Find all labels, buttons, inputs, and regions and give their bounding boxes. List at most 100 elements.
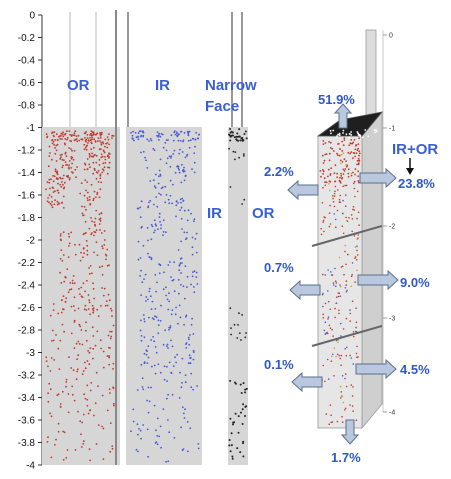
ir-particle xyxy=(153,340,156,343)
mold-3d-particle xyxy=(329,327,332,330)
or-particle xyxy=(99,339,102,342)
or-particle xyxy=(59,138,62,140)
ir-particle xyxy=(185,342,188,344)
or-particle xyxy=(84,220,87,223)
or-particle xyxy=(86,134,89,136)
depth-tick-label: -2.2 xyxy=(18,258,36,269)
ir-particle xyxy=(187,134,190,137)
mold-3d-particle xyxy=(342,212,344,215)
or-particle xyxy=(97,385,99,387)
ir-particle xyxy=(186,450,189,453)
mold-3d-particle xyxy=(332,335,334,337)
mold-3d-particle xyxy=(344,244,347,247)
ir-particle xyxy=(177,139,180,142)
or-particle xyxy=(49,412,51,415)
mold-3d-particle xyxy=(339,194,342,197)
or-particle xyxy=(61,299,63,302)
mold-axis-ticks: 0 -1 -2 -3 -4 xyxy=(383,33,395,417)
or-particle xyxy=(72,275,75,277)
or-particle xyxy=(56,173,59,176)
ir-particle xyxy=(195,251,198,254)
or-particle xyxy=(87,142,89,144)
or-particle xyxy=(92,311,94,314)
mold-3d-particle xyxy=(327,378,330,380)
mold-3d-particle xyxy=(352,386,354,388)
or-particle xyxy=(68,242,71,245)
or-particle xyxy=(90,130,93,133)
ir-particle xyxy=(170,339,172,342)
ir-particle xyxy=(153,219,156,222)
or-particle xyxy=(83,205,86,208)
ir-particle xyxy=(151,365,153,368)
or-particle xyxy=(100,181,102,184)
or-particle xyxy=(81,296,84,299)
narrow-face-label-line1: Narrow xyxy=(205,77,257,94)
ir-particle xyxy=(140,269,142,272)
ir-particle xyxy=(158,216,161,219)
narrow-face-particle xyxy=(235,135,238,138)
narrow-face-particle xyxy=(242,403,245,406)
or-particle xyxy=(93,146,95,149)
mold-3d-particle xyxy=(357,157,360,160)
ir-particle xyxy=(145,353,148,356)
or-particle xyxy=(48,155,51,158)
mold-3d-particle xyxy=(322,173,324,175)
ir-particle xyxy=(140,134,143,137)
narrow-face-particle xyxy=(242,455,245,458)
depth-tick-label: -1 xyxy=(26,123,35,134)
or-particle xyxy=(95,177,98,180)
narrow-face-particle xyxy=(240,392,243,394)
or-particle xyxy=(89,409,92,412)
ir-particle xyxy=(167,198,170,201)
or-particle xyxy=(90,141,93,144)
mold-3d-particle xyxy=(330,274,333,276)
or-particle xyxy=(60,239,62,242)
or-particle xyxy=(54,170,57,173)
mold-3d-particle xyxy=(341,415,343,418)
mold-3d-particle xyxy=(376,130,378,133)
mold-3d-particle xyxy=(322,313,325,316)
mold-3d-particle xyxy=(356,163,358,166)
mold-3d-particle xyxy=(333,284,335,286)
mold-3d-particle xyxy=(356,217,358,220)
or-particle xyxy=(100,131,103,134)
or-particle xyxy=(85,240,88,242)
ir-particle xyxy=(136,207,139,210)
ir-particle xyxy=(134,132,137,134)
or-particle xyxy=(62,195,65,198)
ir-particle xyxy=(157,134,160,137)
ir-particle xyxy=(130,131,132,134)
ir-particle xyxy=(188,362,190,364)
ir-particle xyxy=(168,431,171,434)
or-particle xyxy=(88,301,91,304)
or-particle xyxy=(92,282,94,285)
mold-3d-particle xyxy=(340,354,343,357)
or-particle xyxy=(96,330,99,333)
ir-particle xyxy=(189,139,192,142)
mold-3d-particle xyxy=(333,192,336,195)
or-particle xyxy=(78,243,81,246)
or-particle xyxy=(51,200,53,203)
ir-particle xyxy=(149,199,152,202)
ir-particle xyxy=(170,134,173,137)
ir-particle xyxy=(183,323,186,326)
or-particle xyxy=(45,188,47,191)
mold-3d-particle xyxy=(329,129,332,132)
ir-particle xyxy=(182,412,185,415)
or-particle xyxy=(62,254,65,256)
or-particle xyxy=(97,169,100,172)
ir-particle xyxy=(179,209,182,212)
ir-particle xyxy=(173,131,176,134)
narrow-face-particles xyxy=(228,128,248,460)
or-particle xyxy=(93,138,96,141)
ir-particle xyxy=(156,205,159,208)
mold-3d-particle xyxy=(337,189,339,191)
ir-particle xyxy=(148,140,150,142)
ir-particle xyxy=(181,197,184,200)
ir-particle xyxy=(160,446,163,449)
or-particle xyxy=(54,168,57,171)
or-particle xyxy=(97,181,100,183)
or-particle xyxy=(50,196,53,198)
or-particle xyxy=(98,148,101,151)
or-particle xyxy=(51,340,53,342)
